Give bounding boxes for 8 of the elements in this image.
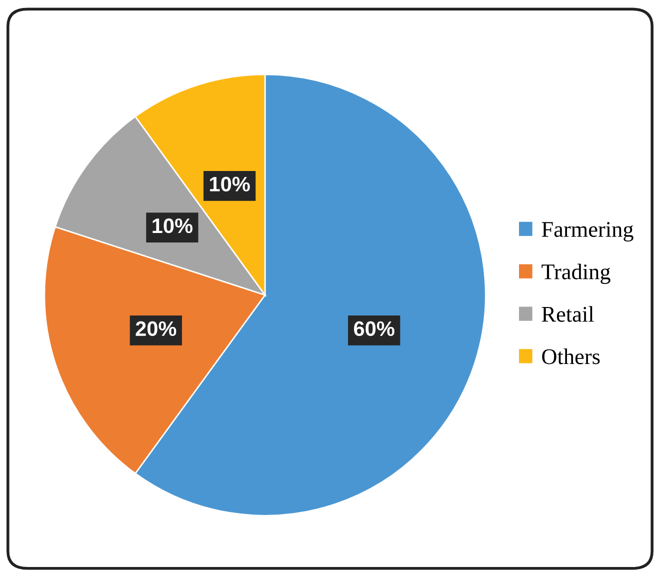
legend-label: Others (542, 348, 600, 364)
data-label: 10% (152, 218, 192, 234)
data-label: 20% (136, 321, 176, 336)
legend-label: Farmering (542, 222, 634, 242)
data-label: 10% (210, 176, 250, 192)
legend-label: Trading (542, 264, 610, 284)
data-label: 60% (354, 321, 394, 336)
legend-label: Retail (542, 306, 594, 322)
